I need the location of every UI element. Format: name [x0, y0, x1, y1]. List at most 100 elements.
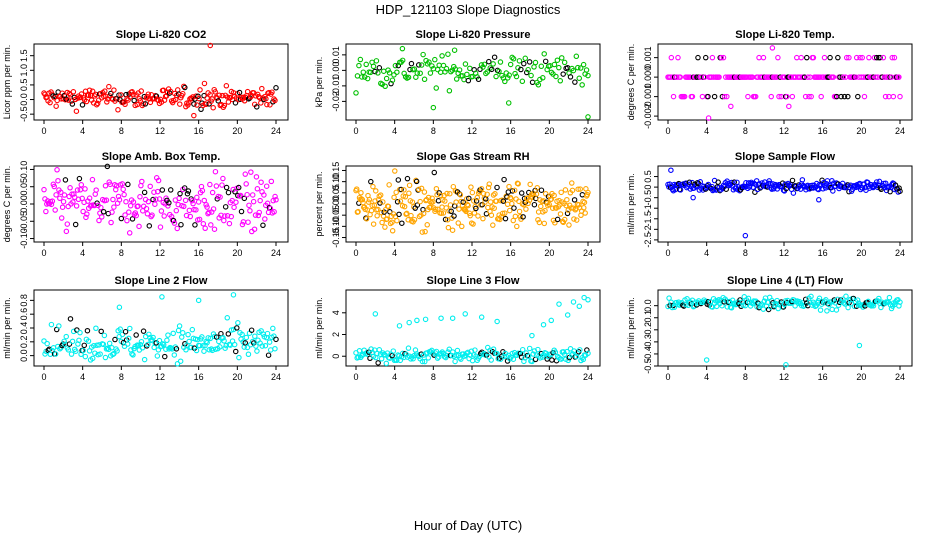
data-point [841, 93, 848, 100]
x-tick-label: 0 [353, 372, 358, 382]
data-point [380, 68, 387, 74]
y-tick-label: -0.4 [643, 346, 653, 362]
data-point [119, 181, 126, 187]
data-point [418, 185, 425, 192]
data-point [197, 87, 203, 93]
data-point [104, 99, 110, 105]
data-point [523, 69, 530, 76]
data-point [443, 65, 450, 72]
data-point [718, 54, 725, 61]
data-point [689, 179, 695, 186]
data-point [567, 74, 574, 80]
panel-title: Slope Line 3 Flow [427, 275, 520, 287]
data-point [85, 338, 92, 344]
x-tick-label: 16 [818, 126, 828, 136]
data-point [712, 298, 719, 304]
data-point [100, 208, 107, 215]
data-point [192, 222, 198, 228]
data-point [213, 334, 220, 340]
data-point [468, 184, 474, 190]
data-point [252, 333, 258, 340]
data-point [189, 326, 196, 333]
data-point [438, 350, 444, 357]
data-point [104, 163, 111, 170]
data-point [225, 189, 232, 196]
data-point [433, 85, 440, 91]
data-point [126, 230, 133, 236]
data-point [686, 179, 693, 185]
data-point [207, 92, 213, 98]
data-point [877, 54, 883, 61]
data-point [59, 204, 66, 210]
data-point [97, 351, 103, 357]
data-point [775, 54, 781, 61]
data-point [494, 184, 500, 191]
data-point [509, 54, 515, 61]
data-point [896, 185, 902, 191]
data-point [108, 90, 114, 97]
data-point [139, 178, 145, 185]
data-point [861, 93, 868, 100]
data-point [241, 195, 248, 202]
y-tick-label: 0.05 [331, 184, 341, 202]
panel-1: Slope Li-820 CO2 Licor ppm per min. 0 4 8 12 1… [2, 29, 289, 136]
data-point [55, 177, 61, 184]
data-point [173, 346, 180, 352]
data-point [70, 328, 77, 335]
data-point [386, 182, 392, 188]
data-point [510, 56, 517, 62]
data-point [433, 348, 440, 355]
data-point [239, 331, 245, 338]
data-point [432, 206, 439, 213]
data-point [212, 89, 218, 95]
x-tick-label: 16 [506, 248, 516, 258]
data-point [480, 215, 486, 222]
data-point [525, 200, 531, 207]
data-point [247, 208, 253, 214]
x-tick-label: 4 [392, 126, 397, 136]
x-tick-label: 4 [704, 372, 709, 382]
outlier-point [728, 103, 734, 110]
data-point [437, 192, 444, 199]
data-point [225, 331, 232, 337]
data-point [93, 187, 99, 193]
data-point [440, 210, 447, 216]
data-point [731, 179, 738, 185]
panel-title: Slope Line 4 (LT) Flow [727, 275, 843, 287]
data-point [519, 78, 526, 85]
data-point [71, 191, 77, 197]
data-point [872, 74, 879, 80]
y-tick-label: 0.6 [19, 308, 29, 321]
y-tick-label: -0.02 [331, 91, 341, 112]
y-tick-label: 0.00 [19, 195, 29, 213]
outlier-point [406, 319, 412, 326]
y-tick-label: 0.000 [643, 66, 653, 89]
data-points [41, 163, 279, 236]
data-point [486, 181, 493, 187]
y-tick-label: -0.15 [331, 227, 341, 248]
data-point [76, 337, 82, 344]
data-point [436, 62, 442, 68]
x-tick-label: 12 [467, 248, 477, 258]
data-point [364, 75, 371, 82]
data-point [417, 198, 423, 205]
data-point [579, 82, 585, 88]
data-point [488, 357, 494, 363]
data-point [130, 91, 136, 98]
data-point [501, 176, 507, 183]
x-tick-label: 4 [80, 126, 85, 136]
data-point [521, 358, 527, 365]
data-point [48, 321, 55, 328]
data-point [47, 99, 53, 106]
data-point [383, 75, 390, 82]
data-point [383, 360, 390, 367]
data-point [490, 222, 496, 228]
data-point [726, 298, 733, 305]
data-point [411, 216, 418, 223]
data-point [698, 74, 705, 80]
data-point [458, 356, 464, 362]
data-point [728, 179, 735, 186]
data-point [502, 78, 508, 85]
data-point [184, 190, 191, 197]
y-tick-label: 4 [331, 310, 341, 315]
